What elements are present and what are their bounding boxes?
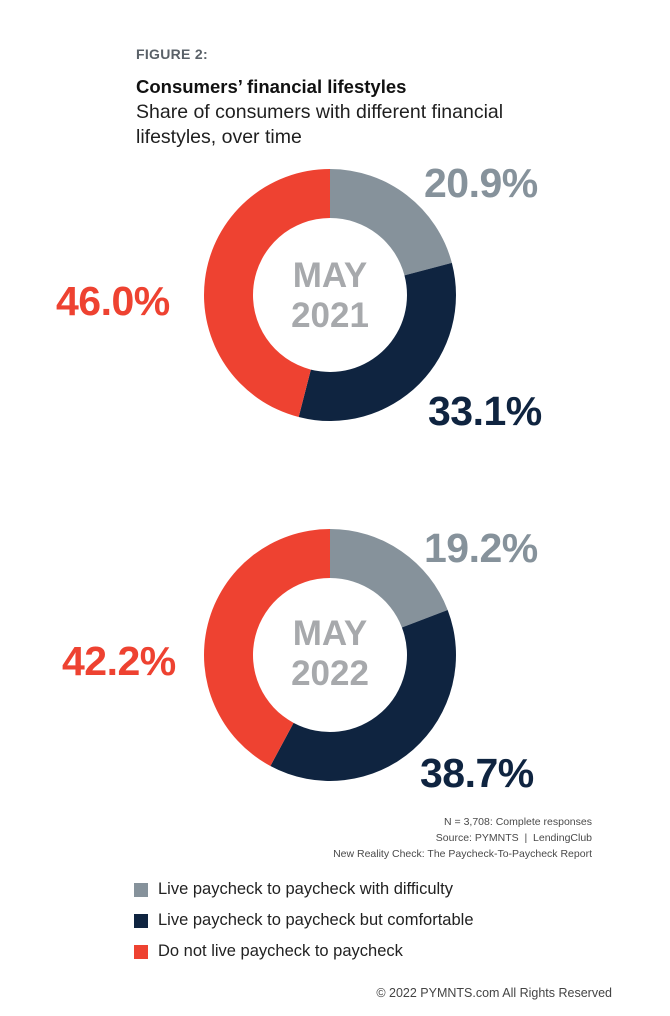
legend-item-not-paycheck: Do not live paycheck to paycheck xyxy=(134,936,474,967)
legend-item-comfortable: Live paycheck to paycheck but comfortabl… xyxy=(134,905,474,936)
center-year-2022: 2022 xyxy=(291,654,369,693)
note-sample-size: N = 3,708: Complete responses xyxy=(444,816,592,828)
legend-swatch-difficulty xyxy=(134,882,148,897)
copyright: © 2022 PYMNTS.com All Rights Reserved xyxy=(376,986,612,1000)
chart-title: Consumers’ financial lifestyles xyxy=(136,76,407,97)
center-month-2022: MAY xyxy=(292,614,368,653)
donut-slice-difficulty-2022 xyxy=(330,529,448,628)
note-report: New Reality Check: The Paycheck-To-Paych… xyxy=(333,848,592,860)
legend-swatch-comfortable xyxy=(134,913,148,928)
legend: Live paycheck to paycheck with difficult… xyxy=(134,874,474,967)
donut-slice-not-paycheck-2022 xyxy=(203,529,330,767)
source-notes: N = 3,708: Complete responses Source: PY… xyxy=(333,814,592,862)
legend-item-difficulty: Live paycheck to paycheck with difficult… xyxy=(134,874,474,905)
legend-swatch-not-paycheck xyxy=(134,944,148,959)
donut-svg-2021 xyxy=(203,169,457,422)
note-source: Source: PYMNTS | LendingClub xyxy=(435,832,592,844)
donut-slice-difficulty-2021 xyxy=(330,169,452,276)
donut-slice-comfortable-2021 xyxy=(298,262,457,422)
slice-label-comfortable-2021: 33.1% xyxy=(428,388,542,434)
slice-label-not-paycheck-2022: 42.2% xyxy=(62,638,176,684)
center-label-2022: MAY 2022 xyxy=(250,614,410,694)
slice-label-difficulty-2021: 20.9% xyxy=(424,160,538,206)
donut-slice-comfortable-2022 xyxy=(270,609,457,781)
donut-chart-2022: 19.2% 38.7% 42.2% MAY 2022 xyxy=(0,510,670,810)
donut-slice-not-paycheck-2021 xyxy=(203,169,330,418)
slice-label-not-paycheck-2021: 46.0% xyxy=(56,278,170,324)
legend-label-difficulty: Live paycheck to paycheck with difficult… xyxy=(158,880,454,898)
donut-svg-2022 xyxy=(203,529,457,781)
center-label-2021: MAY 2021 xyxy=(250,256,410,336)
center-year-2021: 2021 xyxy=(291,296,369,335)
center-month-2021: MAY xyxy=(292,256,368,295)
slice-label-difficulty-2022: 19.2% xyxy=(424,525,538,571)
figure-label: FIGURE 2: xyxy=(136,46,208,62)
slice-label-comfortable-2022: 38.7% xyxy=(420,750,534,796)
legend-label-not-paycheck: Do not live paycheck to paycheck xyxy=(158,942,403,960)
legend-label-comfortable: Live paycheck to paycheck but comfortabl… xyxy=(158,911,474,929)
donut-chart-2021: 20.9% 33.1% 46.0% MAY 2021 xyxy=(0,150,670,450)
chart-subtitle: Share of consumers with different financ… xyxy=(136,101,504,148)
